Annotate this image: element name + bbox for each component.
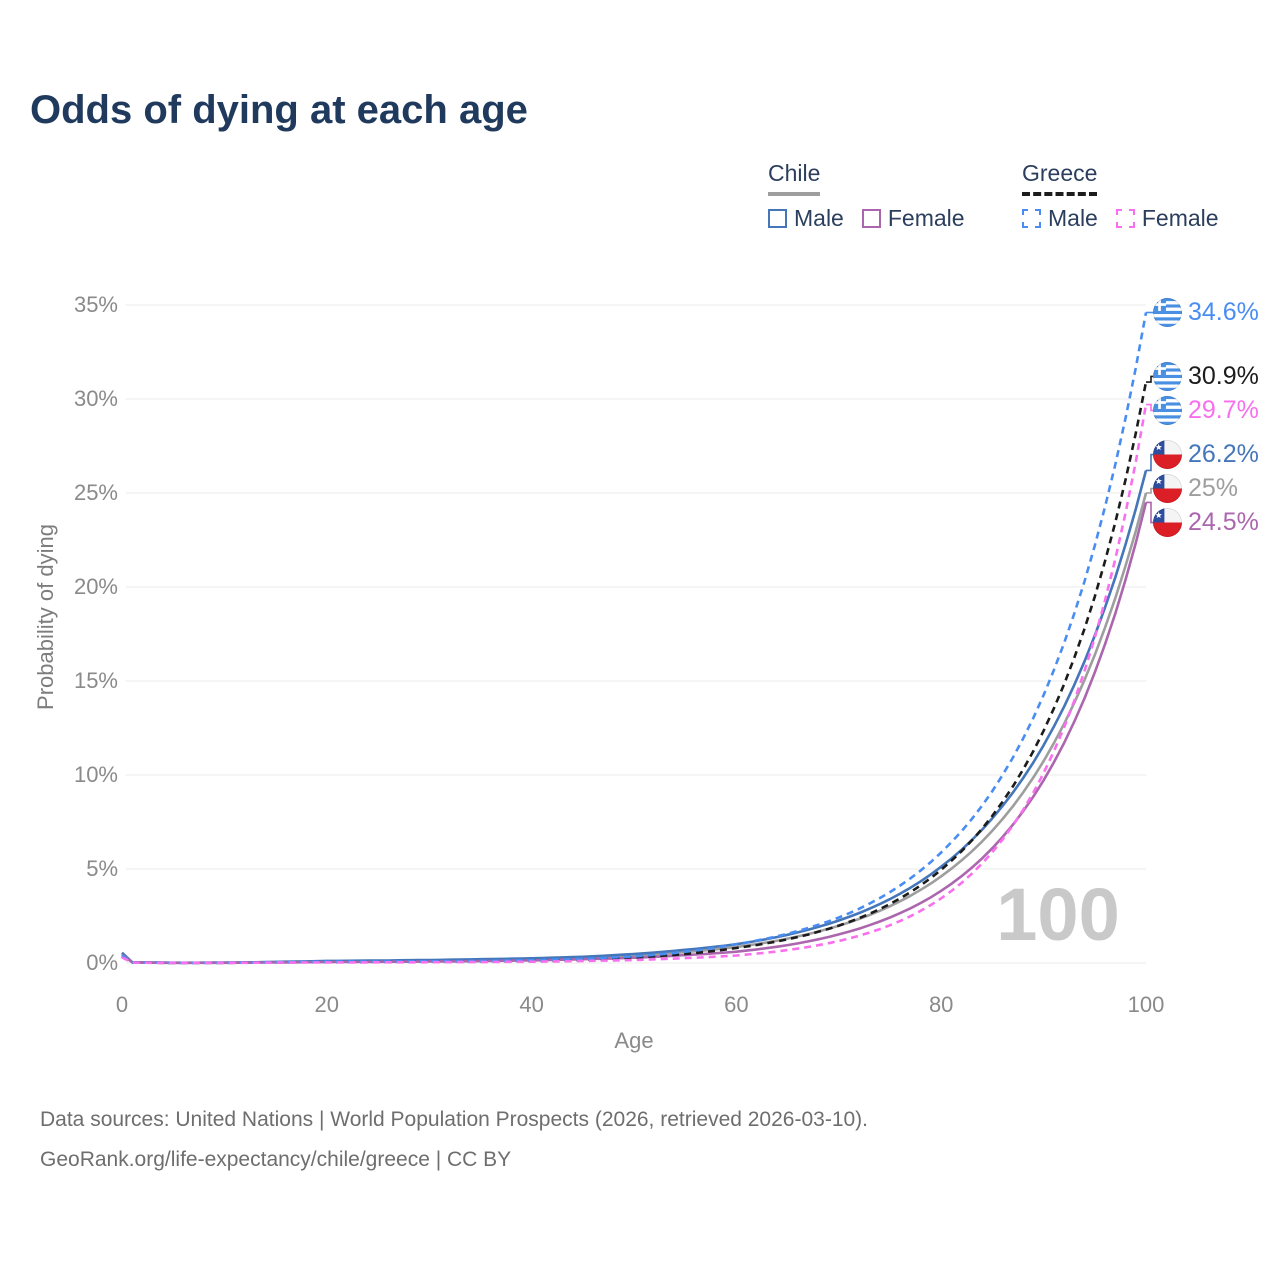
end-label-connector (1146, 375, 1153, 383)
hovered-age-watermark: 100 (996, 873, 1120, 956)
x-tick-label: 100 (1127, 992, 1165, 1017)
data-sources-text: Data sources: United Nations | World Pop… (40, 1108, 869, 1131)
y-tick-label: 35% (73, 292, 118, 317)
legend-items: Male Female (768, 205, 965, 232)
end-label-value: 24.5% (1188, 508, 1259, 537)
y-tick-label: 5% (86, 856, 118, 881)
legend-item-chile-female[interactable]: Female (861, 205, 965, 232)
legend-item-label: Female (887, 205, 965, 231)
y-tick-label: 25% (73, 480, 118, 505)
end-label-chile-female: 24.5% (1153, 508, 1259, 538)
legend-item-label: Male (1048, 205, 1098, 231)
series-line-chile-male[interactable] (121, 470, 1148, 964)
series-line-chile-total[interactable] (121, 492, 1148, 965)
end-label-greece-total: 30.9% (1153, 361, 1259, 391)
greece-flag-icon (1153, 395, 1182, 425)
end-label-connector (1146, 403, 1153, 412)
x-tick-label: 0 (115, 992, 129, 1017)
legend-country-chile[interactable]: Chile (768, 160, 821, 196)
legend-item-label: Female (1141, 205, 1219, 231)
source-link-text[interactable]: GeoRank.org/life-expectancy/chile/greece… (40, 1148, 512, 1171)
chile-flag-icon (1153, 508, 1182, 538)
series-line-greece-female[interactable] (121, 404, 1148, 965)
end-label-greece-female: 29.7% (1153, 395, 1259, 425)
y-axis-label: Probability of dying (33, 524, 58, 710)
legend-group-chile: Chile Male Female (768, 160, 965, 232)
x-tick-label: 80 (928, 992, 954, 1017)
end-label-chile-total: 25% (1153, 474, 1238, 504)
series-line-chile-female[interactable] (121, 502, 1148, 965)
legend-item-label: Male (794, 205, 844, 231)
end-label-value: 25% (1188, 474, 1239, 503)
legend-swatch-icon (861, 209, 881, 228)
y-tick-label: 10% (73, 762, 118, 787)
y-tick-label: 30% (73, 386, 118, 411)
series-line-greece-male[interactable] (121, 312, 1148, 965)
legend-item-greece-female[interactable]: Female (1115, 205, 1219, 232)
legend-swatch-icon (768, 209, 787, 228)
y-tick-label: 20% (73, 574, 118, 599)
end-label-connector (1146, 487, 1153, 494)
end-label-connector (1146, 501, 1153, 524)
legend-swatch-icon (1022, 209, 1041, 228)
x-tick-label: 40 (519, 992, 544, 1017)
x-axis-label: Age (614, 1028, 654, 1053)
end-label-value: 26.2% (1188, 440, 1259, 469)
chile-flag-icon (1153, 474, 1182, 504)
y-tick-label: 0% (86, 950, 118, 975)
series-line-greece-total[interactable] (121, 381, 1148, 965)
page-title: Odds of dying at each age (30, 88, 528, 132)
end-label-connector (1146, 453, 1153, 472)
y-tick-label: 15% (73, 668, 118, 693)
x-tick-label: 60 (724, 992, 749, 1017)
end-label-value: 34.6% (1188, 298, 1259, 327)
legend-group-greece: Greece Male Female (1022, 160, 1219, 232)
end-label-greece-male: 34.6% (1153, 298, 1259, 328)
end-label-value: 29.7% (1188, 395, 1259, 424)
legend-items: Male Female (1022, 205, 1219, 232)
legend-country-greece[interactable]: Greece (1022, 160, 1098, 196)
legend-item-greece-male[interactable]: Male (1022, 205, 1098, 232)
end-label-value: 30.9% (1188, 361, 1259, 390)
chile-flag-icon (1153, 440, 1182, 470)
greece-flag-icon (1153, 361, 1182, 391)
legend-item-chile-male[interactable]: Male (768, 205, 844, 232)
greece-flag-icon (1153, 298, 1182, 328)
x-tick-label: 20 (314, 992, 340, 1017)
end-label-chile-male: 26.2% (1153, 440, 1259, 470)
legend-swatch-icon (1115, 209, 1135, 228)
